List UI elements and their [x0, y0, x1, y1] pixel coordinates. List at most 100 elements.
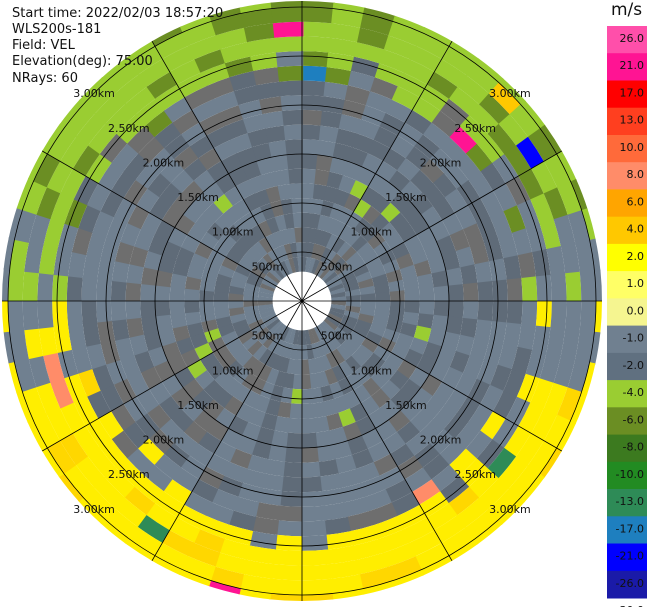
- velocity-cell: [172, 324, 191, 342]
- velocity-cell: [141, 315, 159, 335]
- velocity-cell: [251, 266, 267, 279]
- velocity-cell: [334, 454, 357, 474]
- colorbar-segment: [607, 543, 647, 572]
- velocity-cell: [427, 328, 446, 348]
- colorbar-tick-label: -26.0: [616, 577, 644, 590]
- velocity-cell: [440, 98, 471, 127]
- velocity-cell: [258, 330, 273, 345]
- velocity-cell: [392, 15, 426, 33]
- velocity-cell: [317, 140, 337, 158]
- velocity-cell: [265, 185, 282, 204]
- velocity-cell: [229, 70, 258, 92]
- velocity-cell: [431, 270, 449, 288]
- velocity-cell: [8, 268, 25, 301]
- velocity-cell: [465, 430, 493, 460]
- velocity-cell: [232, 270, 249, 283]
- velocity-cell: [199, 309, 216, 323]
- velocity-cell: [488, 321, 507, 345]
- colorbar-tick-label: -13.0: [616, 495, 644, 508]
- velocity-cell: [433, 285, 450, 302]
- colorbar-segment: [607, 325, 647, 354]
- velocity-cell: [342, 277, 358, 288]
- velocity-cell: [331, 220, 347, 238]
- velocity-cell: [302, 109, 323, 126]
- range-ring-label: 2.00km: [420, 434, 462, 447]
- velocity-cell: [402, 517, 435, 544]
- velocity-cell: [111, 142, 139, 172]
- velocity-cell: [315, 245, 327, 261]
- velocity-cell: [280, 387, 293, 404]
- velocity-cell: [456, 180, 481, 207]
- velocity-cell: [357, 278, 374, 290]
- velocity-cell: [328, 283, 344, 293]
- range-ring-label: 1.00km: [212, 226, 254, 239]
- velocity-cell: [462, 282, 479, 302]
- colorbar-tick-label: -4.0: [623, 386, 644, 399]
- velocity-cell: [310, 387, 324, 404]
- velocity-cell: [325, 412, 343, 431]
- colorbar-segment: [607, 516, 647, 544]
- velocity-cell: [539, 124, 563, 156]
- velocity-cell: [422, 241, 442, 261]
- velocity-cell: [295, 344, 302, 360]
- velocity-cell: [550, 273, 567, 303]
- velocity-cell: [285, 139, 303, 155]
- velocity-cell: [218, 231, 237, 250]
- velocity-cell: [85, 153, 113, 184]
- velocity-cell: [503, 255, 522, 281]
- velocity-cell: [302, 168, 317, 185]
- velocity-cell: [498, 114, 529, 147]
- velocity-cell: [331, 348, 346, 365]
- velocity-cell: [94, 92, 126, 124]
- velocity-cell: [314, 260, 325, 276]
- velocity-cell: [517, 324, 536, 352]
- velocity-cell: [288, 328, 296, 345]
- velocity-cell: [286, 153, 303, 170]
- velocity-cell: [344, 85, 372, 106]
- velocity-cell: [543, 382, 568, 416]
- velocity-cell: [181, 555, 216, 581]
- velocity-cell: [530, 408, 558, 442]
- velocity-cell: [546, 327, 566, 358]
- velocity-cell: [205, 453, 231, 476]
- velocity-cell: [581, 208, 596, 242]
- velocity-cell: [87, 122, 118, 155]
- velocity-cell: [334, 326, 350, 341]
- velocity-cell: [312, 401, 327, 418]
- velocity-cell: [123, 152, 150, 180]
- velocity-cell: [349, 257, 366, 272]
- velocity-cell: [378, 529, 410, 554]
- velocity-cell: [282, 461, 302, 478]
- velocity-cell: [567, 210, 590, 245]
- velocity-cell: [433, 301, 449, 318]
- velocity-cell: [304, 329, 312, 345]
- velocity-cell: [241, 421, 262, 441]
- velocity-cell: [57, 348, 79, 379]
- velocity-cell: [122, 421, 150, 449]
- velocity-cell: [320, 231, 333, 248]
- velocity-cell: [413, 443, 440, 469]
- velocity-cell: [503, 205, 527, 234]
- velocity-cell: [101, 57, 131, 83]
- velocity-cell: [383, 35, 417, 60]
- velocity-cell: [432, 404, 457, 430]
- velocity-cell: [169, 286, 186, 301]
- velocity-cell: [243, 23, 276, 43]
- velocity-cell: [285, 432, 302, 448]
- velocity-cell: [357, 27, 390, 50]
- velocity-cell: [111, 260, 130, 283]
- velocity-cell: [257, 220, 273, 238]
- velocity-cell: [120, 222, 142, 247]
- colorbar-segment: [607, 107, 647, 136]
- velocity-cell: [411, 479, 441, 506]
- velocity-cell: [474, 319, 493, 342]
- velocity-cell: [233, 85, 261, 106]
- velocity-cell: [245, 545, 276, 565]
- velocity-cell: [454, 372, 477, 398]
- velocity-cell: [346, 510, 375, 532]
- velocity-cell: [448, 448, 477, 477]
- velocity-cell: [429, 428, 455, 455]
- velocity-cell: [462, 355, 484, 380]
- velocity-cell: [431, 110, 461, 138]
